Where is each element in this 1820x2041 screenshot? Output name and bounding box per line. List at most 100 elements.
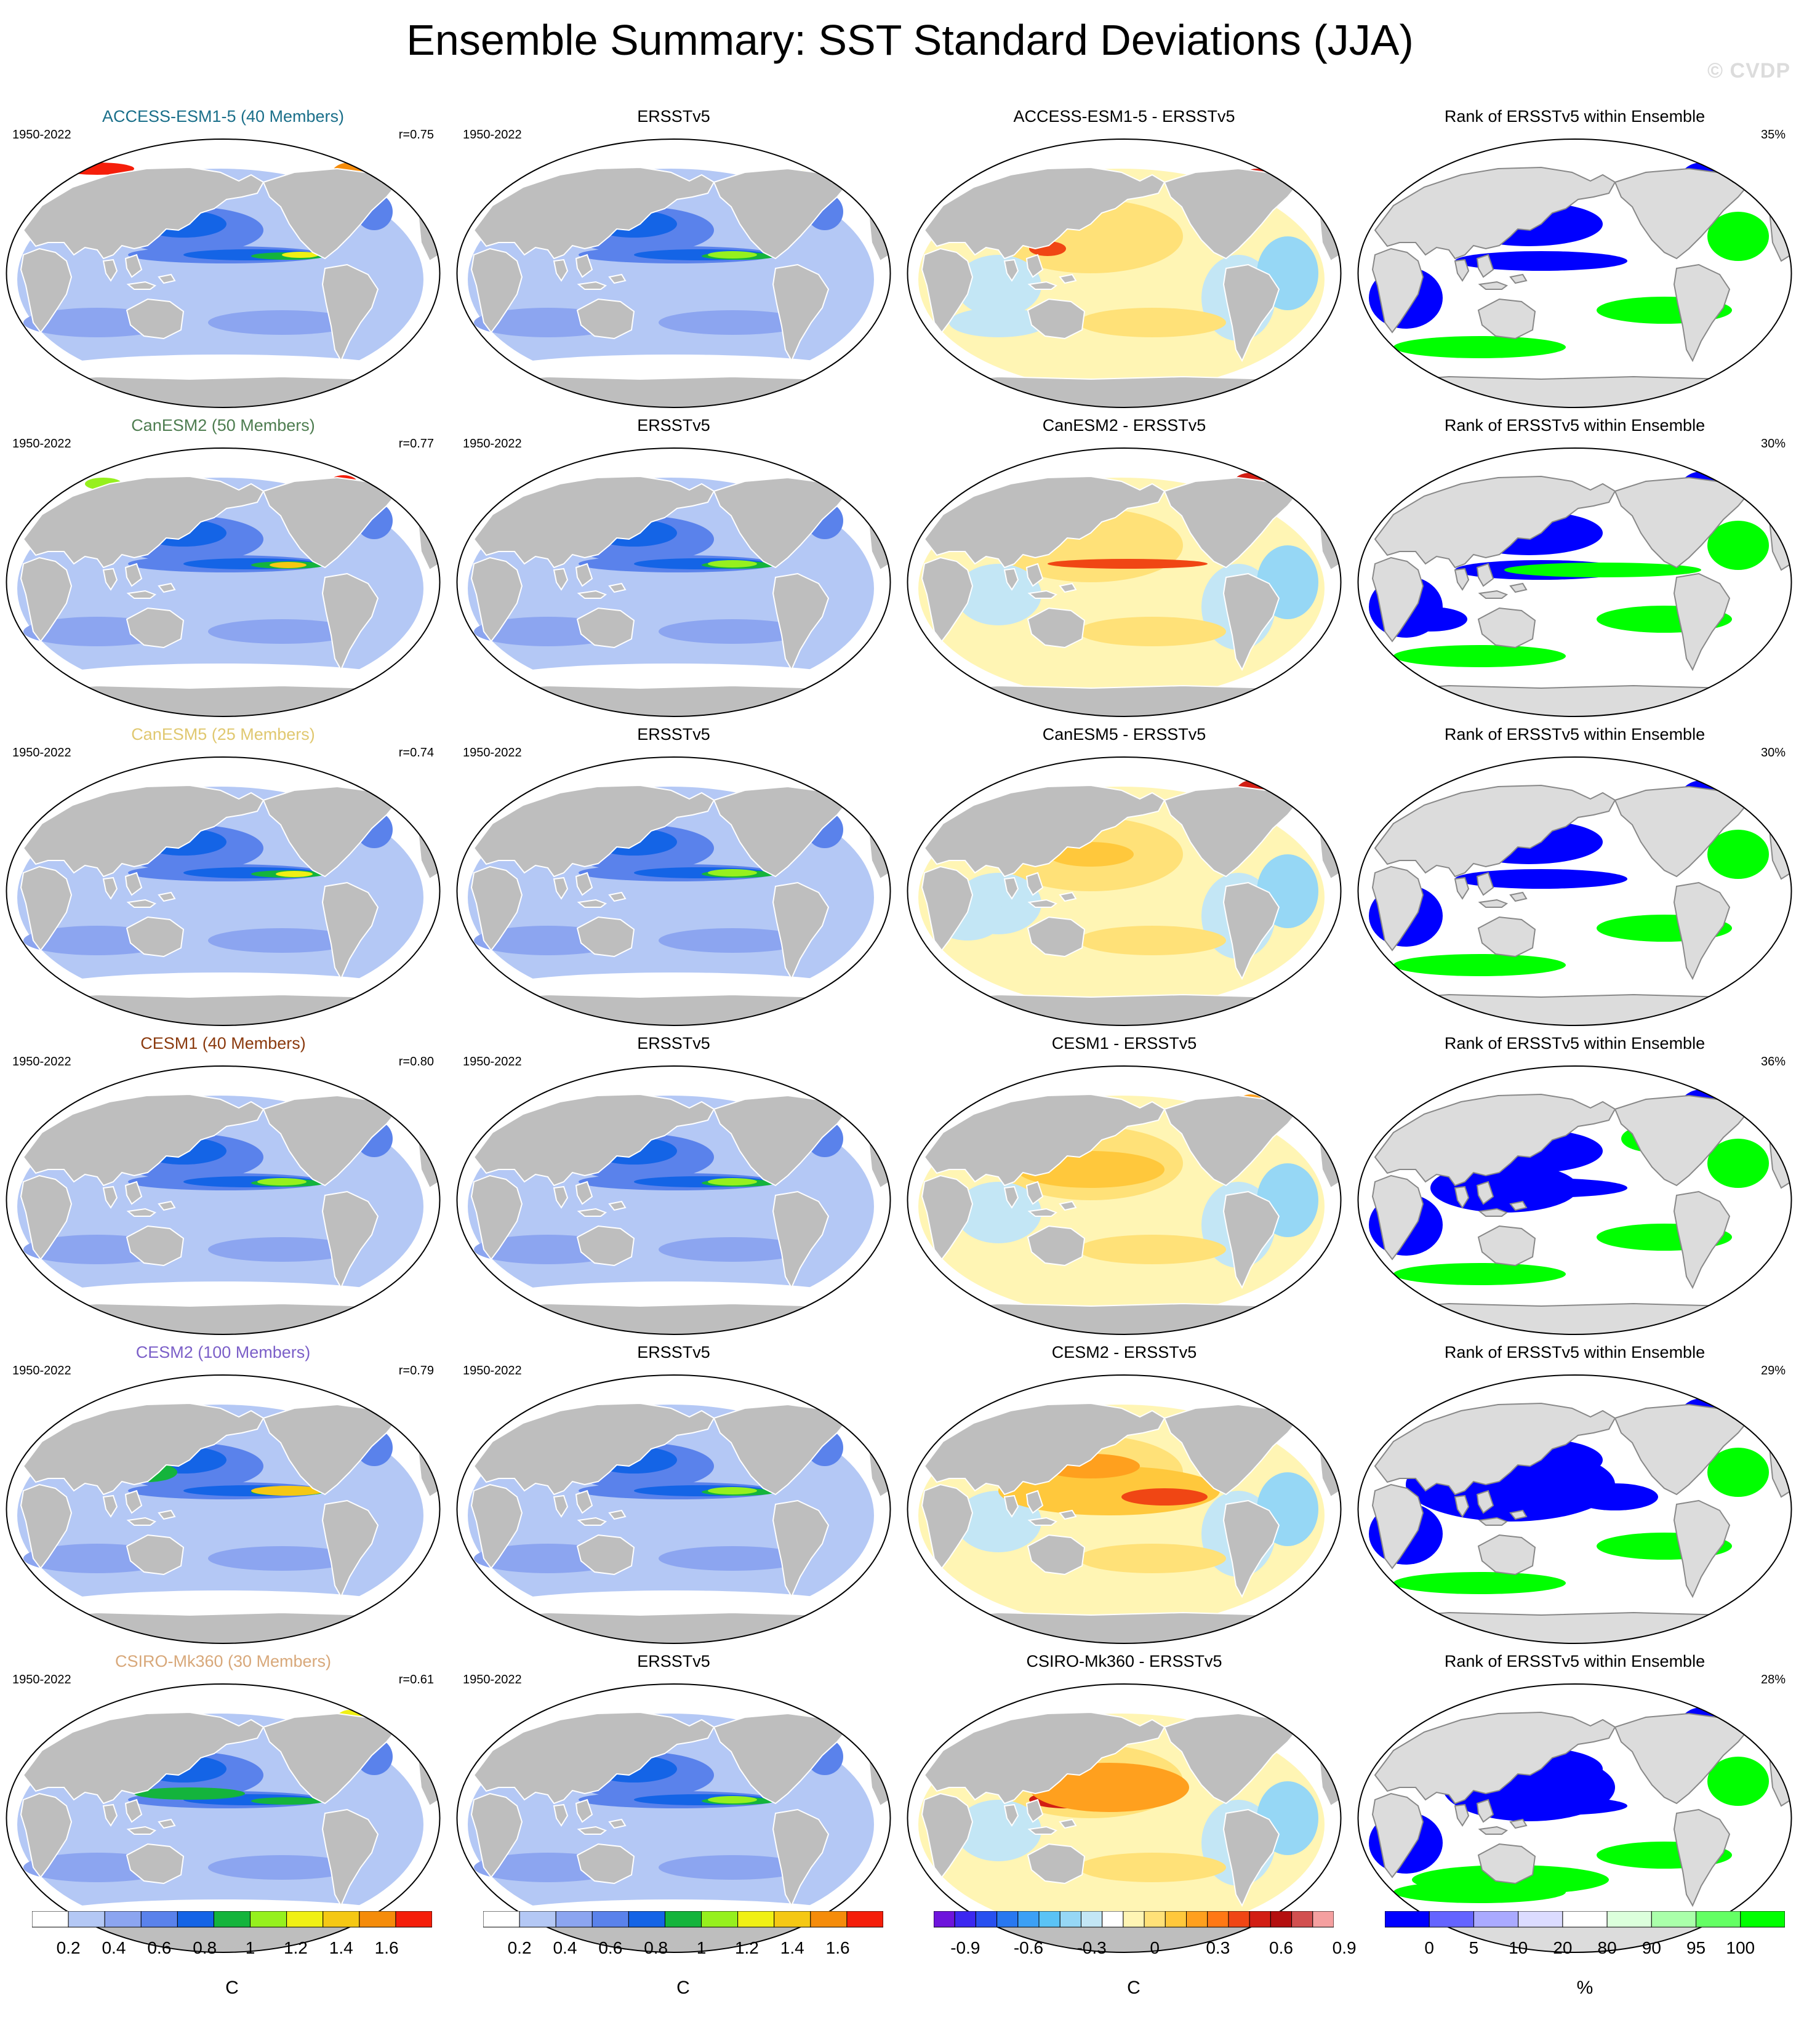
rank-panel: Rank of ERSSTv5 within Ensemble 35% [1352,106,1798,415]
colorbar-swatches [32,1911,432,1928]
diff-panel: CESM2 - ERSSTv5 [901,1342,1347,1651]
model-map [6,447,441,717]
obs-map [456,1683,891,1953]
model-map [6,1683,441,1953]
colorbar-swatch [32,1911,69,1928]
obs-title: ERSSTv5 [637,107,710,126]
period-label: 1950-2022 [12,1364,71,1377]
model-title: CanESM5 (25 Members) [131,725,315,744]
colorbar-tick-label: 0.2 [56,1938,81,1957]
panel-row: CanESM5 (25 Members) 1950-2022 r=0.74 ERSST… [0,724,1820,1033]
colorbar-tick-label: 100 [1726,1938,1755,1957]
colorbar-swatch [68,1911,105,1928]
page-title: Ensemble Summary: SST Standard Deviation… [406,16,1414,64]
colorbar-swatch [1165,1911,1187,1928]
obs-panel: ERSSTv5 1950-2022 [451,1342,897,1651]
watermark: © CVDP [1707,59,1790,82]
rank-title: Rank of ERSSTv5 within Ensemble [1444,1034,1706,1053]
colorbar-tick-label: 1.6 [825,1938,850,1957]
colorbar-swatch [975,1911,998,1928]
period-label: 1950-2022 [12,746,71,760]
colorbar-tick-label: 1.4 [780,1938,804,1957]
colorbar-tick-label: 5 [1469,1938,1479,1957]
colorbar-unit: % [1576,1978,1594,1998]
colorbar-tick-label: 1 [245,1938,255,1957]
colorbar-swatches [934,1911,1334,1928]
diff-map [907,756,1342,1026]
panel-row: ACCESS-ESM1-5 (40 Members) 1950-2022 r=0.7… [0,106,1820,415]
colorbar-unit: C [676,1978,690,1998]
rank-title: Rank of ERSSTv5 within Ensemble [1444,1343,1706,1361]
colorbar-swatches [483,1911,883,1928]
rank-percent: 36% [1760,1055,1786,1069]
period-label: 1950-2022 [463,1673,522,1686]
colorbar-tick-label: 1.2 [734,1938,759,1957]
rank-map [1357,138,1792,408]
colorbar-tick-label: 0.3 [1206,1938,1230,1957]
colorbar-swatch [1186,1911,1208,1928]
obs-map [456,1374,891,1644]
rank-map [1357,1683,1792,1953]
colorbar-swatch [395,1911,432,1928]
model-panel: CSIRO-Mk360 (30 Members) 1950-2022 r=0.61 [0,1651,446,1960]
rank-percent: 28% [1760,1673,1786,1686]
colorbar-swatch [1473,1911,1519,1928]
period-label: 1950-2022 [12,1055,71,1069]
colorbar-tick-label: -0.6 [1013,1938,1044,1957]
colorbar-tick-label: 0 [1150,1938,1160,1957]
rank-map [1357,756,1792,1026]
colorbar-unit: C [1127,1978,1141,1998]
obs-map [456,1065,891,1335]
diff-title: CESM1 - ERSSTv5 [1051,1034,1197,1053]
colorbar-swatch [1518,1911,1563,1928]
pattern-correlation: r=0.77 [398,437,434,451]
obs-map [456,447,891,717]
obs-title: ERSSTv5 [637,1343,710,1361]
colorbar-tick-label: 20 [1553,1938,1573,1957]
colorbar-swatch [1606,1911,1652,1928]
model-map [6,756,441,1026]
colorbar-swatch [555,1911,593,1928]
pattern-correlation: r=0.75 [398,128,434,142]
diff-title: CanESM2 - ERSSTv5 [1042,416,1206,435]
pattern-correlation: r=0.61 [398,1673,434,1686]
model-map [6,138,441,408]
period-label: 1950-2022 [12,437,71,451]
rank-title: Rank of ERSSTv5 within Ensemble [1444,725,1706,744]
colorbar-swatch [1651,1911,1697,1928]
colorbar-tick-label: 95 [1686,1938,1706,1957]
colorbar-tick-label: -0.3 [1076,1938,1107,1957]
colorbar-tick-label: 80 [1597,1938,1617,1957]
diff-panel: CanESM5 - ERSSTv5 [901,724,1347,1033]
period-label: 1950-2022 [463,1364,522,1377]
colorbar-tick-label: 1.4 [329,1938,353,1957]
colorbar-swatch [591,1911,629,1928]
colorbar-swatch [1059,1911,1081,1928]
diff-title: CESM2 - ERSSTv5 [1051,1343,1197,1361]
obs-panel: ERSSTv5 1950-2022 [451,106,897,415]
period-label: 1950-2022 [463,1055,522,1069]
colorbar-swatch [996,1911,1019,1928]
colorbar-swatch [1696,1911,1741,1928]
obs-title: ERSSTv5 [637,1652,710,1670]
diff-map [907,447,1342,717]
colorbar-tick-label: 1.6 [374,1938,399,1957]
diff-map [907,1374,1342,1644]
obs-panel: ERSSTv5 1950-2022 [451,415,897,724]
colorbar-swatch [286,1911,324,1928]
diff-panel: CanESM2 - ERSSTv5 [901,415,1347,724]
colorbar-swatches [1385,1911,1785,1928]
rank-title: Rank of ERSSTv5 within Ensemble [1444,107,1706,126]
colorbar: 0.2 0.4 0.6 0.8 1 1.2 1.4 1.6 C [483,1911,883,2003]
colorbar-swatch [104,1911,142,1928]
colorbar-swatch [1207,1911,1229,1928]
rank-percent: 30% [1760,437,1786,451]
obs-panel: ERSSTv5 1950-2022 [451,724,897,1033]
obs-panel: ERSSTv5 1950-2022 [451,1033,897,1342]
diff-panel: CSIRO-Mk360 - ERSSTv5 [901,1651,1347,1960]
model-panel: CanESM5 (25 Members) 1950-2022 r=0.74 [0,724,446,1033]
colorbar-tick-label: 1.2 [283,1938,308,1957]
colorbar-swatch [1249,1911,1271,1928]
model-map [6,1374,441,1644]
model-title: CESM2 (100 Members) [135,1343,311,1361]
